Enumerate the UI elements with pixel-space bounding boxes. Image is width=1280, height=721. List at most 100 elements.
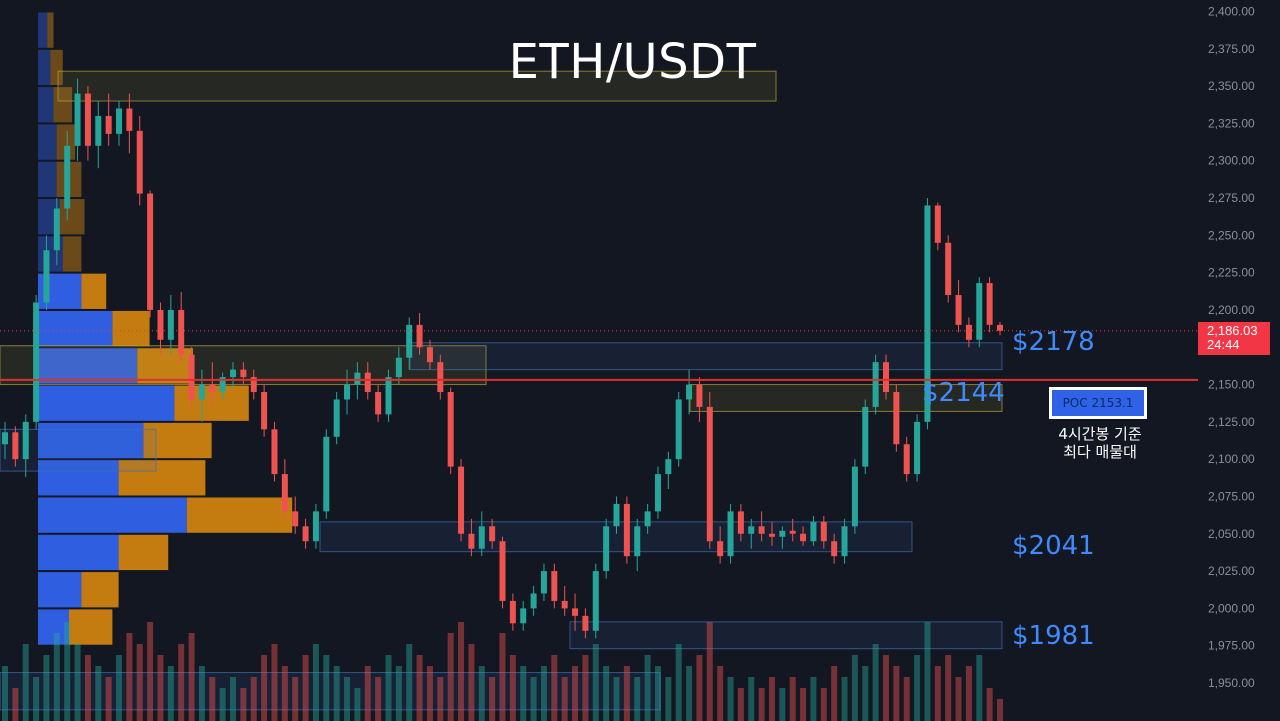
volume-bar [540, 666, 547, 721]
candle-body [302, 526, 309, 542]
current-price-tag: 2,186.03 24:44 [1198, 322, 1270, 355]
volume-bar [893, 666, 900, 721]
volume-bar [986, 688, 993, 721]
volume-bar [675, 644, 682, 721]
candle-body [489, 526, 496, 542]
candle-body [903, 444, 910, 475]
volume-bar [105, 677, 112, 721]
candle-body [499, 541, 506, 601]
volume-bar [354, 688, 361, 721]
level-label-2178: $2178 [1012, 326, 1095, 357]
volume-bar [447, 633, 454, 721]
candle-body [281, 474, 288, 512]
volume-bar [603, 666, 610, 721]
candle-body [385, 377, 392, 415]
candle-body [582, 615, 589, 631]
volume-bar [862, 666, 869, 721]
volume-profile-buy-bar [38, 87, 54, 123]
candle-body [478, 526, 485, 549]
candle-body [572, 608, 579, 616]
volume-profile-buy-bar [38, 534, 119, 571]
candle-body [779, 530, 786, 537]
candle-body [934, 205, 941, 243]
volume-bar [157, 655, 164, 721]
candle-body [416, 324, 423, 348]
volume-bar [209, 677, 216, 721]
volume-bar [22, 644, 29, 721]
volume-profile-buy-bar [38, 609, 69, 645]
volume-bar [126, 633, 133, 721]
volume-profile-buy-bar [38, 49, 51, 86]
value-area-zone [569, 621, 1003, 650]
candle-body [147, 193, 154, 310]
volume-bar [758, 688, 765, 721]
candle-body [851, 466, 858, 527]
volume-bar [281, 666, 288, 721]
volume-bar [147, 622, 154, 721]
volume-profile-sell-bar [69, 609, 113, 645]
candle-body [592, 571, 599, 631]
candle-body [2, 432, 8, 445]
volume-bar [592, 644, 599, 721]
candle-body [758, 526, 765, 534]
candle-body [426, 347, 433, 363]
volume-profile-sell-bar [143, 422, 212, 459]
candle-body [706, 406, 713, 542]
volume-profile-buy-bar [38, 497, 187, 533]
candle-body [53, 208, 60, 251]
candle-body [333, 399, 340, 437]
candle-body [74, 93, 81, 146]
candles [2, 78, 1003, 639]
volume-bar [74, 644, 81, 721]
candle-body [841, 526, 848, 557]
volume-bar [841, 677, 848, 721]
volume-bar [312, 644, 319, 721]
volume-bar [33, 677, 40, 721]
candle-body [64, 145, 71, 209]
candle-body [810, 521, 817, 542]
candle-body [665, 459, 672, 475]
volume-bar [219, 688, 226, 721]
volume-bar [344, 677, 351, 721]
volume-bar [395, 666, 402, 721]
candle-body [292, 511, 299, 527]
price-axis: 2,400.00 2,375.00 2,350.00 2,325.00 2,300.00… [1208, 5, 1255, 691]
volume-profile-sell-bar [112, 310, 150, 347]
volume-bar [302, 655, 309, 721]
level-label-2041: $2041 [1012, 531, 1095, 562]
volume-bar [520, 666, 527, 721]
volume-bar [458, 622, 465, 721]
volume-bar [468, 644, 475, 721]
volume-bar [717, 666, 724, 721]
volume-profile-sell-bar [81, 572, 119, 608]
candle-body [727, 511, 734, 557]
volume-bar [654, 666, 661, 721]
candle-body [509, 600, 516, 624]
volume-bar [261, 655, 268, 721]
volume-bar [903, 677, 910, 721]
candle-body [520, 608, 527, 624]
candle-body [126, 108, 133, 131]
volume-profile-buy-bar [38, 422, 144, 459]
candle-body [789, 530, 796, 534]
volume-profile-sell-bar [118, 534, 169, 571]
y-tick-label: 2,150.00 [1208, 378, 1255, 392]
y-tick-label: 2,300.00 [1208, 154, 1255, 168]
candle-body [178, 309, 185, 355]
volume-profile-sell-bar [186, 497, 293, 533]
volume-bar [561, 677, 568, 721]
candle-body [737, 511, 744, 534]
volume-bar [634, 677, 641, 721]
volume-bar [882, 655, 889, 721]
candle-body [395, 357, 402, 378]
y-tick-label: 2,350.00 [1208, 79, 1255, 93]
volume-bar [95, 666, 102, 721]
volume-bar [64, 622, 71, 721]
candle-body [240, 369, 247, 378]
volume-bar [686, 666, 693, 721]
y-tick-label: 2,200.00 [1208, 303, 1255, 317]
volume-bar [406, 644, 413, 721]
volume-bar [509, 655, 516, 721]
